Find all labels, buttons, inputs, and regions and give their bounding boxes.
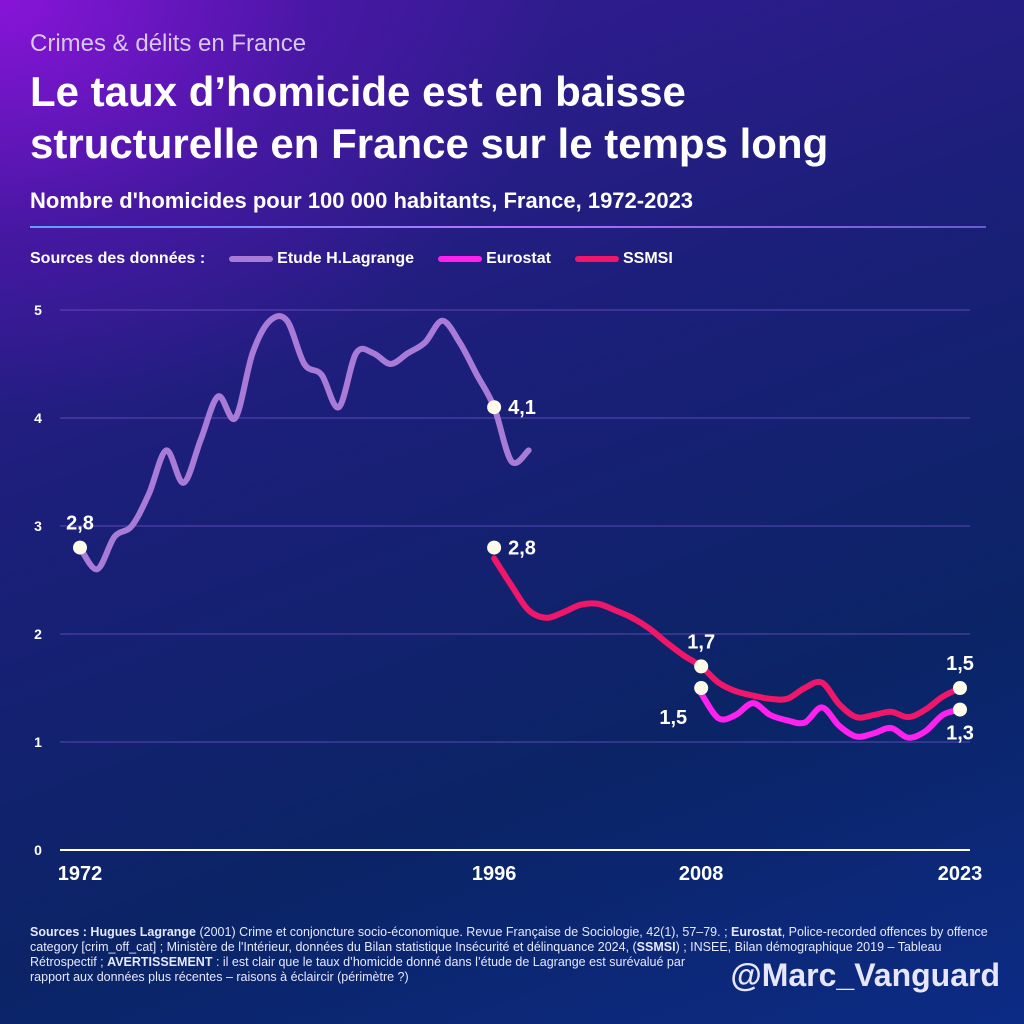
sources-part: (2001) Crime et conjoncture socio-économ… [196,925,732,939]
legend-text: SSMSI [622,250,673,267]
sources-part: Sources : Hugues Lagrange [30,925,197,939]
x-tick-label: 1996 [472,863,517,885]
legend: Sources des données : Etude H.Lagrange E… [30,250,673,268]
legend-swatch [229,256,274,262]
legend-swatch [574,256,619,262]
legend-swatch [438,256,483,262]
data-point-marker [953,681,967,695]
sources-part: ) ; INSEE, Bilan démographique 2019 – Ta… [30,940,942,969]
data-point-marker [953,702,967,717]
author-handle: @Marc_Vanguard [730,957,1000,993]
data-label: 1,5 [659,707,687,729]
sources-part: AVERTISSEMENT [107,955,213,969]
data-label: 1,3 [946,723,974,745]
legend-item-ssmsi: SSMSI [574,250,673,268]
data-label: 4,1 [508,397,536,419]
y-tick-label: 2 [34,626,42,642]
x-tick-label: 2023 [938,863,983,885]
data-point-marker [694,681,709,695]
legend-label: Sources des données : [30,250,206,267]
data-point-marker [694,659,709,674]
divider [30,226,986,228]
sources-part: SSMSI [636,940,676,954]
x-tick-label: 2008 [679,863,724,885]
x-tick-label: 1972 [58,863,103,885]
sources-part: : il est clair que le taux d’homicide do… [30,955,685,984]
sources-note: @Marc_Vanguard Sources : Hugues Lagrange… [30,925,1000,995]
sources-part: Eurostat [731,925,782,939]
data-point-marker [73,540,87,555]
data-label: 1,7 [687,631,715,653]
legend-item-eurostat: Eurostat [438,250,551,268]
data-label: 2,8 [66,513,94,535]
y-tick-label: 0 [34,842,42,858]
data-label: 1,5 [946,653,974,675]
series-line-ssmsi [491,555,963,721]
series-line-eurostat [698,690,963,741]
data-label: 2,8 [508,538,536,560]
chart-subtitle: Nombre d'homicides pour 100 000 habitant… [30,188,694,213]
y-tick-label: 3 [34,518,42,534]
data-point-marker [487,400,502,415]
data-point-marker [487,540,502,555]
kicker: Crimes & délits en France [30,30,307,57]
chart-title: Le taux d’homicide est en baisse structu… [30,68,829,167]
y-tick-label: 5 [34,302,42,318]
y-tick-label: 4 [34,410,42,426]
legend-text: Eurostat [486,250,551,267]
sources-part: , Police-recorded offences by offence ca… [30,925,988,954]
legend-item-lagrange: Etude H.Lagrange [229,250,414,268]
legend-text: Etude H.Lagrange [277,250,415,267]
y-tick-label: 1 [34,734,42,750]
series-line-etude-h-lagrange [77,313,532,573]
